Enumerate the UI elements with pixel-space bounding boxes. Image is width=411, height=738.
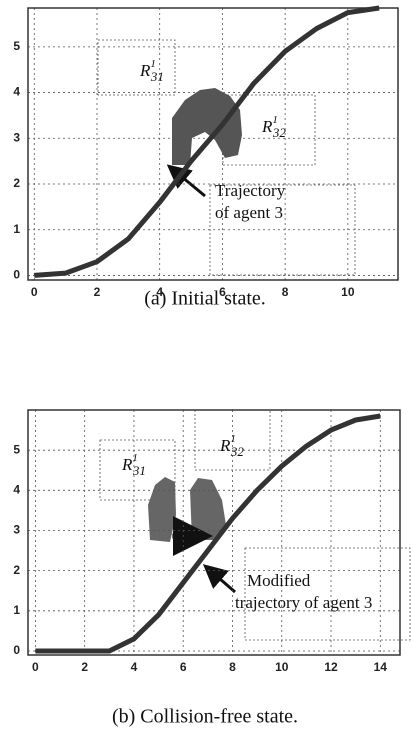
trajectory-line <box>35 413 381 654</box>
region-label: R1 32 <box>219 433 244 459</box>
y-tick-label: 2 <box>13 563 20 577</box>
x-tick-label: 4 <box>156 285 163 299</box>
region-subscript: 32 <box>272 125 287 140</box>
region-box <box>244 547 411 641</box>
x-tick-label: 6 <box>219 285 226 299</box>
y-tick-label: 3 <box>13 130 20 144</box>
caption: (a) Initial state. <box>144 288 266 310</box>
region-label: R1 32 <box>261 114 286 140</box>
x-tick-label: 0 <box>31 285 38 299</box>
obstacle <box>148 477 176 542</box>
caption: (b) Collision-free state. <box>112 706 298 728</box>
y-tick-label: 4 <box>13 85 20 99</box>
x-tick-label: 12 <box>324 660 338 674</box>
x-tick-label: 14 <box>374 660 388 674</box>
obstacle <box>172 88 242 165</box>
region-subscript: 31 <box>132 463 146 478</box>
plot-frame <box>27 409 401 656</box>
annotation: Modified <box>247 571 311 590</box>
y-tick-label: 5 <box>13 442 20 456</box>
y-tick-label: 4 <box>13 482 20 496</box>
region-label: R1 31 <box>121 452 146 478</box>
x-tick-label: 8 <box>229 660 236 674</box>
trajectory-line <box>34 5 380 278</box>
x-tick-label: 6 <box>180 660 187 674</box>
x-tick-label: 10 <box>275 660 289 674</box>
y-tick-label: 0 <box>13 268 20 282</box>
region-symbol: R <box>121 455 133 474</box>
y-tick-label: 2 <box>13 176 20 190</box>
y-tick-label: 3 <box>13 523 20 537</box>
plot-frame <box>27 7 399 281</box>
region-symbol: R <box>261 117 273 136</box>
region-label: R1 31 <box>139 58 164 84</box>
x-tick-label: 0 <box>32 660 39 674</box>
x-tick-label: 4 <box>131 660 138 674</box>
region-subscript: 31 <box>150 69 164 84</box>
region-superscript: 1 <box>230 433 236 445</box>
y-tick-label: 1 <box>13 222 20 236</box>
x-tick-label: 8 <box>282 285 289 299</box>
annotation: of agent 3 <box>215 203 283 222</box>
layout-shapes <box>97 39 411 641</box>
annotation: Trajectory <box>215 181 286 200</box>
y-tick-label: 1 <box>13 603 20 617</box>
y-tick-label: 0 <box>13 643 20 657</box>
region-symbol: R <box>219 436 231 455</box>
region-symbol: R <box>139 61 151 80</box>
region-superscript: 1 <box>150 58 156 70</box>
x-tick-label: 2 <box>81 660 88 674</box>
region-superscript: 1 <box>272 114 278 126</box>
arrow <box>202 564 236 594</box>
y-tick-label: 5 <box>13 39 20 53</box>
region-subscript: 32 <box>230 444 245 459</box>
x-tick-label: 2 <box>94 285 101 299</box>
region-superscript: 1 <box>132 452 138 464</box>
region-box <box>99 439 176 501</box>
annotation: trajectory of agent 3 <box>235 593 372 612</box>
x-tick-label: 10 <box>341 285 355 299</box>
region-box <box>97 39 176 96</box>
